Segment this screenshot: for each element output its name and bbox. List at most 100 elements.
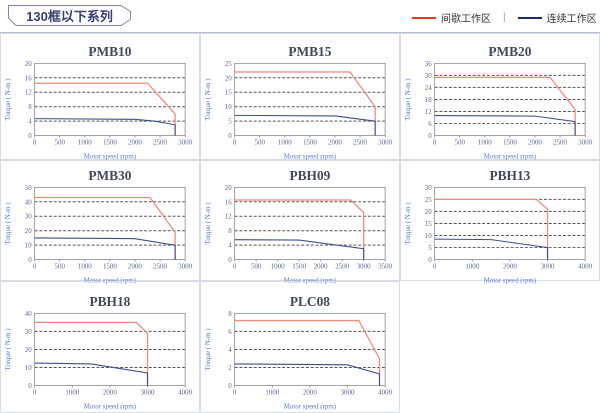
svg-text:40: 40 [25, 199, 32, 206]
svg-text:0: 0 [28, 133, 32, 140]
svg-text:Torque ( N-m ): Torque ( N-m ) [5, 202, 12, 244]
svg-text:500: 500 [55, 139, 66, 146]
svg-text:50: 50 [25, 184, 32, 191]
svg-text:2000: 2000 [328, 139, 342, 146]
svg-text:2500: 2500 [153, 263, 167, 270]
svg-text:5: 5 [428, 245, 432, 252]
svg-text:12: 12 [425, 108, 432, 115]
svg-text:8: 8 [228, 228, 232, 235]
svg-text:20: 20 [25, 347, 32, 354]
svg-text:1000: 1000 [465, 263, 479, 270]
svg-text:500: 500 [55, 263, 66, 270]
svg-text:PLC08: PLC08 [290, 294, 330, 309]
svg-text:PMB30: PMB30 [88, 167, 131, 182]
svg-text:2000: 2000 [128, 263, 142, 270]
svg-text:0: 0 [233, 139, 237, 146]
svg-text:500: 500 [251, 263, 262, 270]
svg-text:25: 25 [225, 60, 232, 67]
svg-text:Motor speed (rpm): Motor speed (rpm) [84, 403, 136, 410]
svg-text:PBH09: PBH09 [289, 167, 330, 182]
svg-text:10: 10 [25, 242, 32, 249]
svg-text:0: 0 [433, 139, 437, 146]
svg-text:0: 0 [33, 139, 37, 146]
svg-text:1500: 1500 [103, 263, 117, 270]
svg-text:2000: 2000 [314, 263, 328, 270]
svg-text:0: 0 [428, 257, 432, 264]
svg-text:1500: 1500 [103, 139, 117, 146]
svg-text:4000: 4000 [178, 390, 192, 397]
svg-text:2500: 2500 [153, 139, 167, 146]
svg-text:20: 20 [225, 75, 232, 82]
svg-text:500: 500 [455, 139, 466, 146]
svg-text:1000: 1000 [78, 139, 92, 146]
svg-text:2500: 2500 [353, 139, 367, 146]
svg-text:Motor speed (rpm): Motor speed (rpm) [284, 403, 336, 410]
svg-text:10: 10 [425, 232, 432, 239]
svg-text:2000: 2000 [303, 390, 317, 397]
svg-text:2000: 2000 [128, 139, 142, 146]
svg-text:1000: 1000 [478, 139, 492, 146]
svg-text:0: 0 [428, 133, 432, 140]
svg-text:3000: 3000 [141, 390, 155, 397]
svg-text:40: 40 [25, 311, 32, 318]
svg-text:3000: 3000 [378, 139, 392, 146]
svg-text:10: 10 [225, 104, 232, 111]
svg-text:20: 20 [425, 208, 432, 215]
svg-text:PMB10: PMB10 [88, 43, 131, 58]
svg-text:18: 18 [425, 96, 432, 103]
svg-text:3000: 3000 [357, 263, 371, 270]
svg-text:16: 16 [225, 199, 232, 206]
svg-text:6: 6 [428, 121, 432, 128]
svg-text:5: 5 [228, 118, 232, 125]
svg-text:30: 30 [25, 213, 32, 220]
svg-text:30: 30 [25, 329, 32, 336]
svg-text:PMB15: PMB15 [288, 43, 331, 58]
svg-text:3000: 3000 [178, 263, 192, 270]
svg-text:12: 12 [25, 89, 32, 96]
svg-text:PBH13: PBH13 [489, 167, 530, 182]
svg-text:PMB20: PMB20 [488, 43, 531, 58]
svg-text:3000: 3000 [578, 139, 592, 146]
svg-text:3500: 3500 [378, 263, 392, 270]
svg-text:8: 8 [228, 311, 232, 318]
svg-text:2000: 2000 [503, 263, 517, 270]
svg-text:4: 4 [228, 347, 232, 354]
svg-text:4000: 4000 [578, 263, 592, 270]
svg-text:0: 0 [228, 257, 232, 264]
svg-text:8: 8 [28, 104, 32, 111]
svg-text:2500: 2500 [335, 263, 349, 270]
svg-text:3000: 3000 [178, 139, 192, 146]
svg-text:2: 2 [228, 365, 232, 372]
svg-text:30: 30 [425, 72, 432, 79]
svg-text:Torque ( N-m ): Torque ( N-m ) [405, 202, 412, 244]
svg-text:2500: 2500 [553, 139, 567, 146]
svg-text:4: 4 [28, 118, 32, 125]
svg-text:24: 24 [425, 84, 432, 91]
svg-text:1000: 1000 [78, 263, 92, 270]
svg-text:Torque ( N-m ): Torque ( N-m ) [5, 328, 12, 370]
svg-text:Torque ( N-m ): Torque ( N-m ) [205, 78, 212, 120]
svg-text:20: 20 [225, 184, 232, 191]
svg-text:1000: 1000 [271, 263, 285, 270]
svg-text:12: 12 [225, 213, 232, 220]
svg-text:1500: 1500 [292, 263, 306, 270]
svg-text:15: 15 [425, 220, 432, 227]
svg-text:0: 0 [28, 257, 32, 264]
svg-text:0: 0 [228, 383, 232, 390]
svg-text:1000: 1000 [265, 390, 279, 397]
svg-text:2000: 2000 [103, 390, 117, 397]
svg-text:Torque ( N-m ): Torque ( N-m ) [205, 328, 212, 370]
svg-text:2000: 2000 [528, 139, 542, 146]
svg-text:Motor speed (rpm): Motor speed (rpm) [484, 277, 536, 284]
svg-text:3000: 3000 [341, 390, 355, 397]
svg-text:Torque ( N-m ): Torque ( N-m ) [205, 202, 212, 244]
svg-text:36: 36 [425, 60, 432, 67]
svg-text:500: 500 [255, 139, 266, 146]
svg-text:1500: 1500 [503, 139, 517, 146]
svg-text:Torque ( N-m ): Torque ( N-m ) [405, 78, 412, 120]
svg-text:0: 0 [33, 390, 37, 397]
svg-text:16: 16 [25, 75, 32, 82]
svg-text:4: 4 [228, 242, 232, 249]
svg-text:0: 0 [233, 390, 237, 397]
svg-text:1500: 1500 [303, 139, 317, 146]
